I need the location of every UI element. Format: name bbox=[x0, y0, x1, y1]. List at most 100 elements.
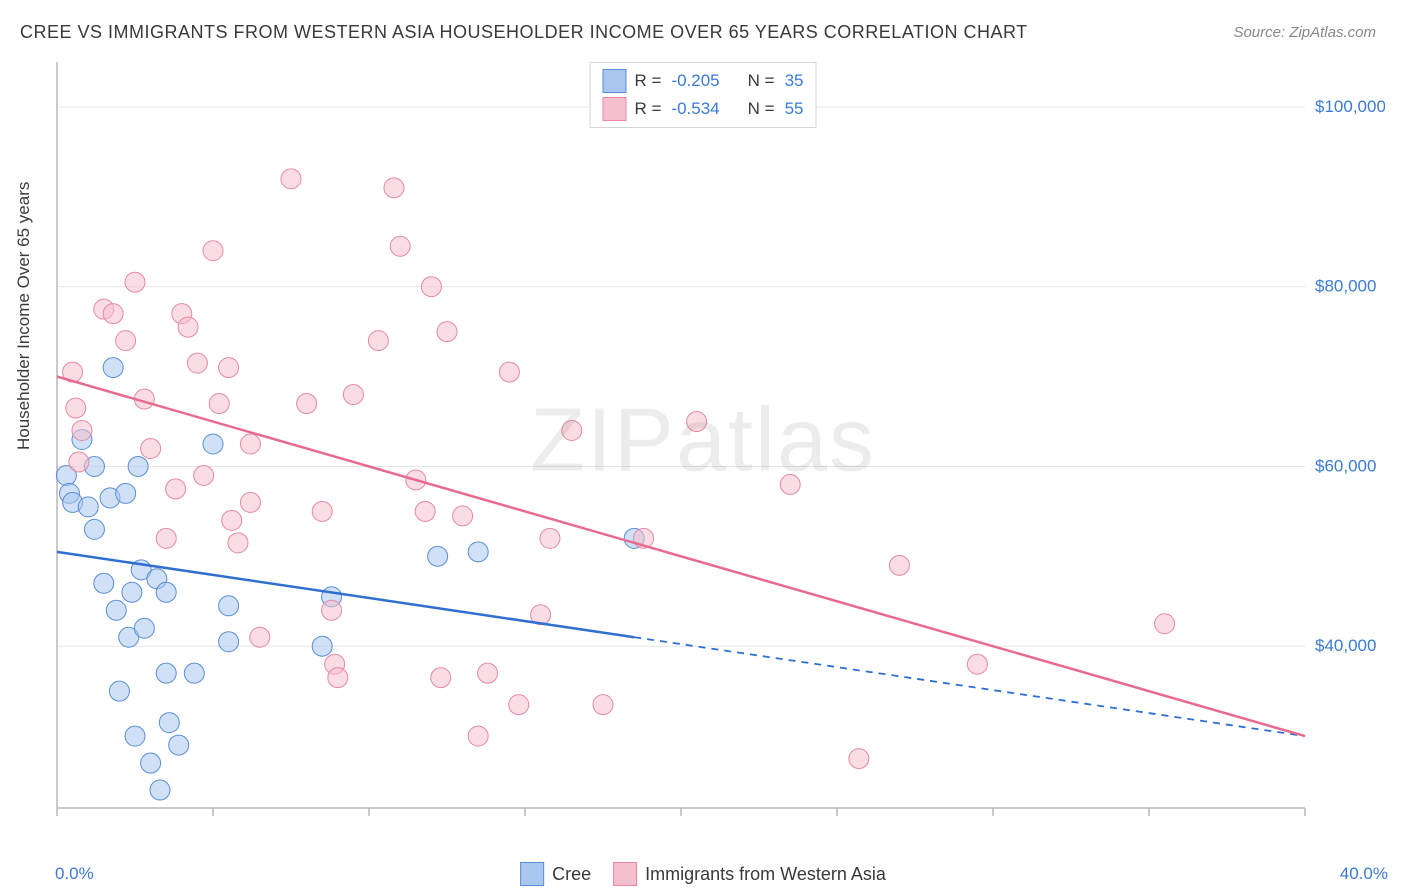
data-point bbox=[219, 632, 239, 652]
series-legend: Cree Immigrants from Western Asia bbox=[520, 862, 886, 886]
data-point bbox=[69, 452, 89, 472]
scatter-plot: $40,000 $60,000 $80,000 $100,000 bbox=[55, 60, 1385, 840]
y-tick-label: $40,000 bbox=[1315, 636, 1376, 655]
trend-line bbox=[57, 377, 1305, 737]
data-point bbox=[240, 434, 260, 454]
data-point bbox=[72, 421, 92, 441]
swatch-icon bbox=[603, 97, 627, 121]
data-point bbox=[428, 546, 448, 566]
data-point bbox=[593, 695, 613, 715]
data-point bbox=[478, 663, 498, 683]
data-point bbox=[141, 753, 161, 773]
data-point bbox=[128, 456, 148, 476]
data-point bbox=[421, 277, 441, 297]
legend-item-immigrants: Immigrants from Western Asia bbox=[613, 862, 886, 886]
data-point bbox=[297, 394, 317, 414]
n-value: 55 bbox=[785, 99, 804, 119]
r-label: R = bbox=[635, 71, 662, 91]
data-point bbox=[209, 394, 229, 414]
data-point bbox=[228, 533, 248, 553]
legend-item-cree: Cree bbox=[520, 862, 591, 886]
data-point bbox=[125, 272, 145, 292]
n-label: N = bbox=[748, 99, 775, 119]
y-tick-label: $80,000 bbox=[1315, 277, 1376, 296]
data-point bbox=[156, 663, 176, 683]
data-point bbox=[687, 412, 707, 432]
data-point bbox=[967, 654, 987, 674]
x-axis-min-label: 0.0% bbox=[55, 864, 94, 884]
data-point bbox=[222, 510, 242, 530]
data-point bbox=[415, 501, 435, 521]
data-point bbox=[66, 398, 86, 418]
data-point bbox=[187, 353, 207, 373]
data-point bbox=[159, 713, 179, 733]
data-point bbox=[78, 497, 98, 517]
data-point bbox=[328, 668, 348, 688]
data-point bbox=[219, 596, 239, 616]
data-point bbox=[166, 479, 186, 499]
data-point bbox=[169, 735, 189, 755]
chart-source: Source: ZipAtlas.com bbox=[1233, 24, 1376, 41]
legend-label: Immigrants from Western Asia bbox=[645, 864, 886, 885]
data-point bbox=[384, 178, 404, 198]
data-point bbox=[468, 542, 488, 562]
data-point bbox=[134, 618, 154, 638]
data-point bbox=[431, 668, 451, 688]
data-point bbox=[343, 385, 363, 405]
data-point bbox=[312, 636, 332, 656]
data-point bbox=[106, 600, 126, 620]
data-point bbox=[116, 483, 136, 503]
data-point bbox=[250, 627, 270, 647]
data-point bbox=[889, 555, 909, 575]
data-point bbox=[437, 322, 457, 342]
swatch-icon bbox=[520, 862, 544, 886]
data-point bbox=[780, 474, 800, 494]
legend-label: Cree bbox=[552, 864, 591, 885]
x-axis-max-label: 40.0% bbox=[1340, 864, 1388, 884]
data-point bbox=[125, 726, 145, 746]
chart-title: CREE VS IMMIGRANTS FROM WESTERN ASIA HOU… bbox=[20, 22, 1028, 43]
data-point bbox=[194, 465, 214, 485]
r-label: R = bbox=[635, 99, 662, 119]
data-point bbox=[540, 528, 560, 548]
data-point bbox=[849, 749, 869, 769]
data-point bbox=[240, 492, 260, 512]
correlation-legend: R = -0.205 N = 35 R = -0.534 N = 55 bbox=[590, 62, 817, 128]
data-point bbox=[468, 726, 488, 746]
legend-row-immigrants: R = -0.534 N = 55 bbox=[603, 95, 804, 123]
data-point bbox=[103, 304, 123, 324]
data-point bbox=[122, 582, 142, 602]
data-point bbox=[103, 358, 123, 378]
data-point bbox=[156, 528, 176, 548]
swatch-icon bbox=[613, 862, 637, 886]
n-label: N = bbox=[748, 71, 775, 91]
data-point bbox=[94, 573, 114, 593]
y-tick-label: $100,000 bbox=[1315, 97, 1385, 116]
data-point bbox=[203, 241, 223, 261]
swatch-icon bbox=[603, 69, 627, 93]
trend-line-extension bbox=[634, 637, 1305, 736]
data-point bbox=[84, 519, 104, 539]
data-point bbox=[203, 434, 223, 454]
chart-container: CREE VS IMMIGRANTS FROM WESTERN ASIA HOU… bbox=[0, 0, 1406, 892]
data-point bbox=[150, 780, 170, 800]
data-point bbox=[499, 362, 519, 382]
r-value: -0.534 bbox=[671, 99, 719, 119]
data-point bbox=[116, 331, 136, 351]
data-point bbox=[509, 695, 529, 715]
data-point bbox=[312, 501, 332, 521]
n-value: 35 bbox=[785, 71, 804, 91]
data-point bbox=[562, 421, 582, 441]
data-point bbox=[281, 169, 301, 189]
data-point bbox=[178, 317, 198, 337]
data-point bbox=[141, 438, 161, 458]
r-value: -0.205 bbox=[671, 71, 719, 91]
data-point bbox=[322, 600, 342, 620]
data-point bbox=[156, 582, 176, 602]
data-point bbox=[109, 681, 129, 701]
data-point bbox=[219, 358, 239, 378]
y-tick-label: $60,000 bbox=[1315, 456, 1376, 475]
data-point bbox=[390, 236, 410, 256]
y-axis-label: Householder Income Over 65 years bbox=[14, 182, 34, 450]
data-point bbox=[368, 331, 388, 351]
